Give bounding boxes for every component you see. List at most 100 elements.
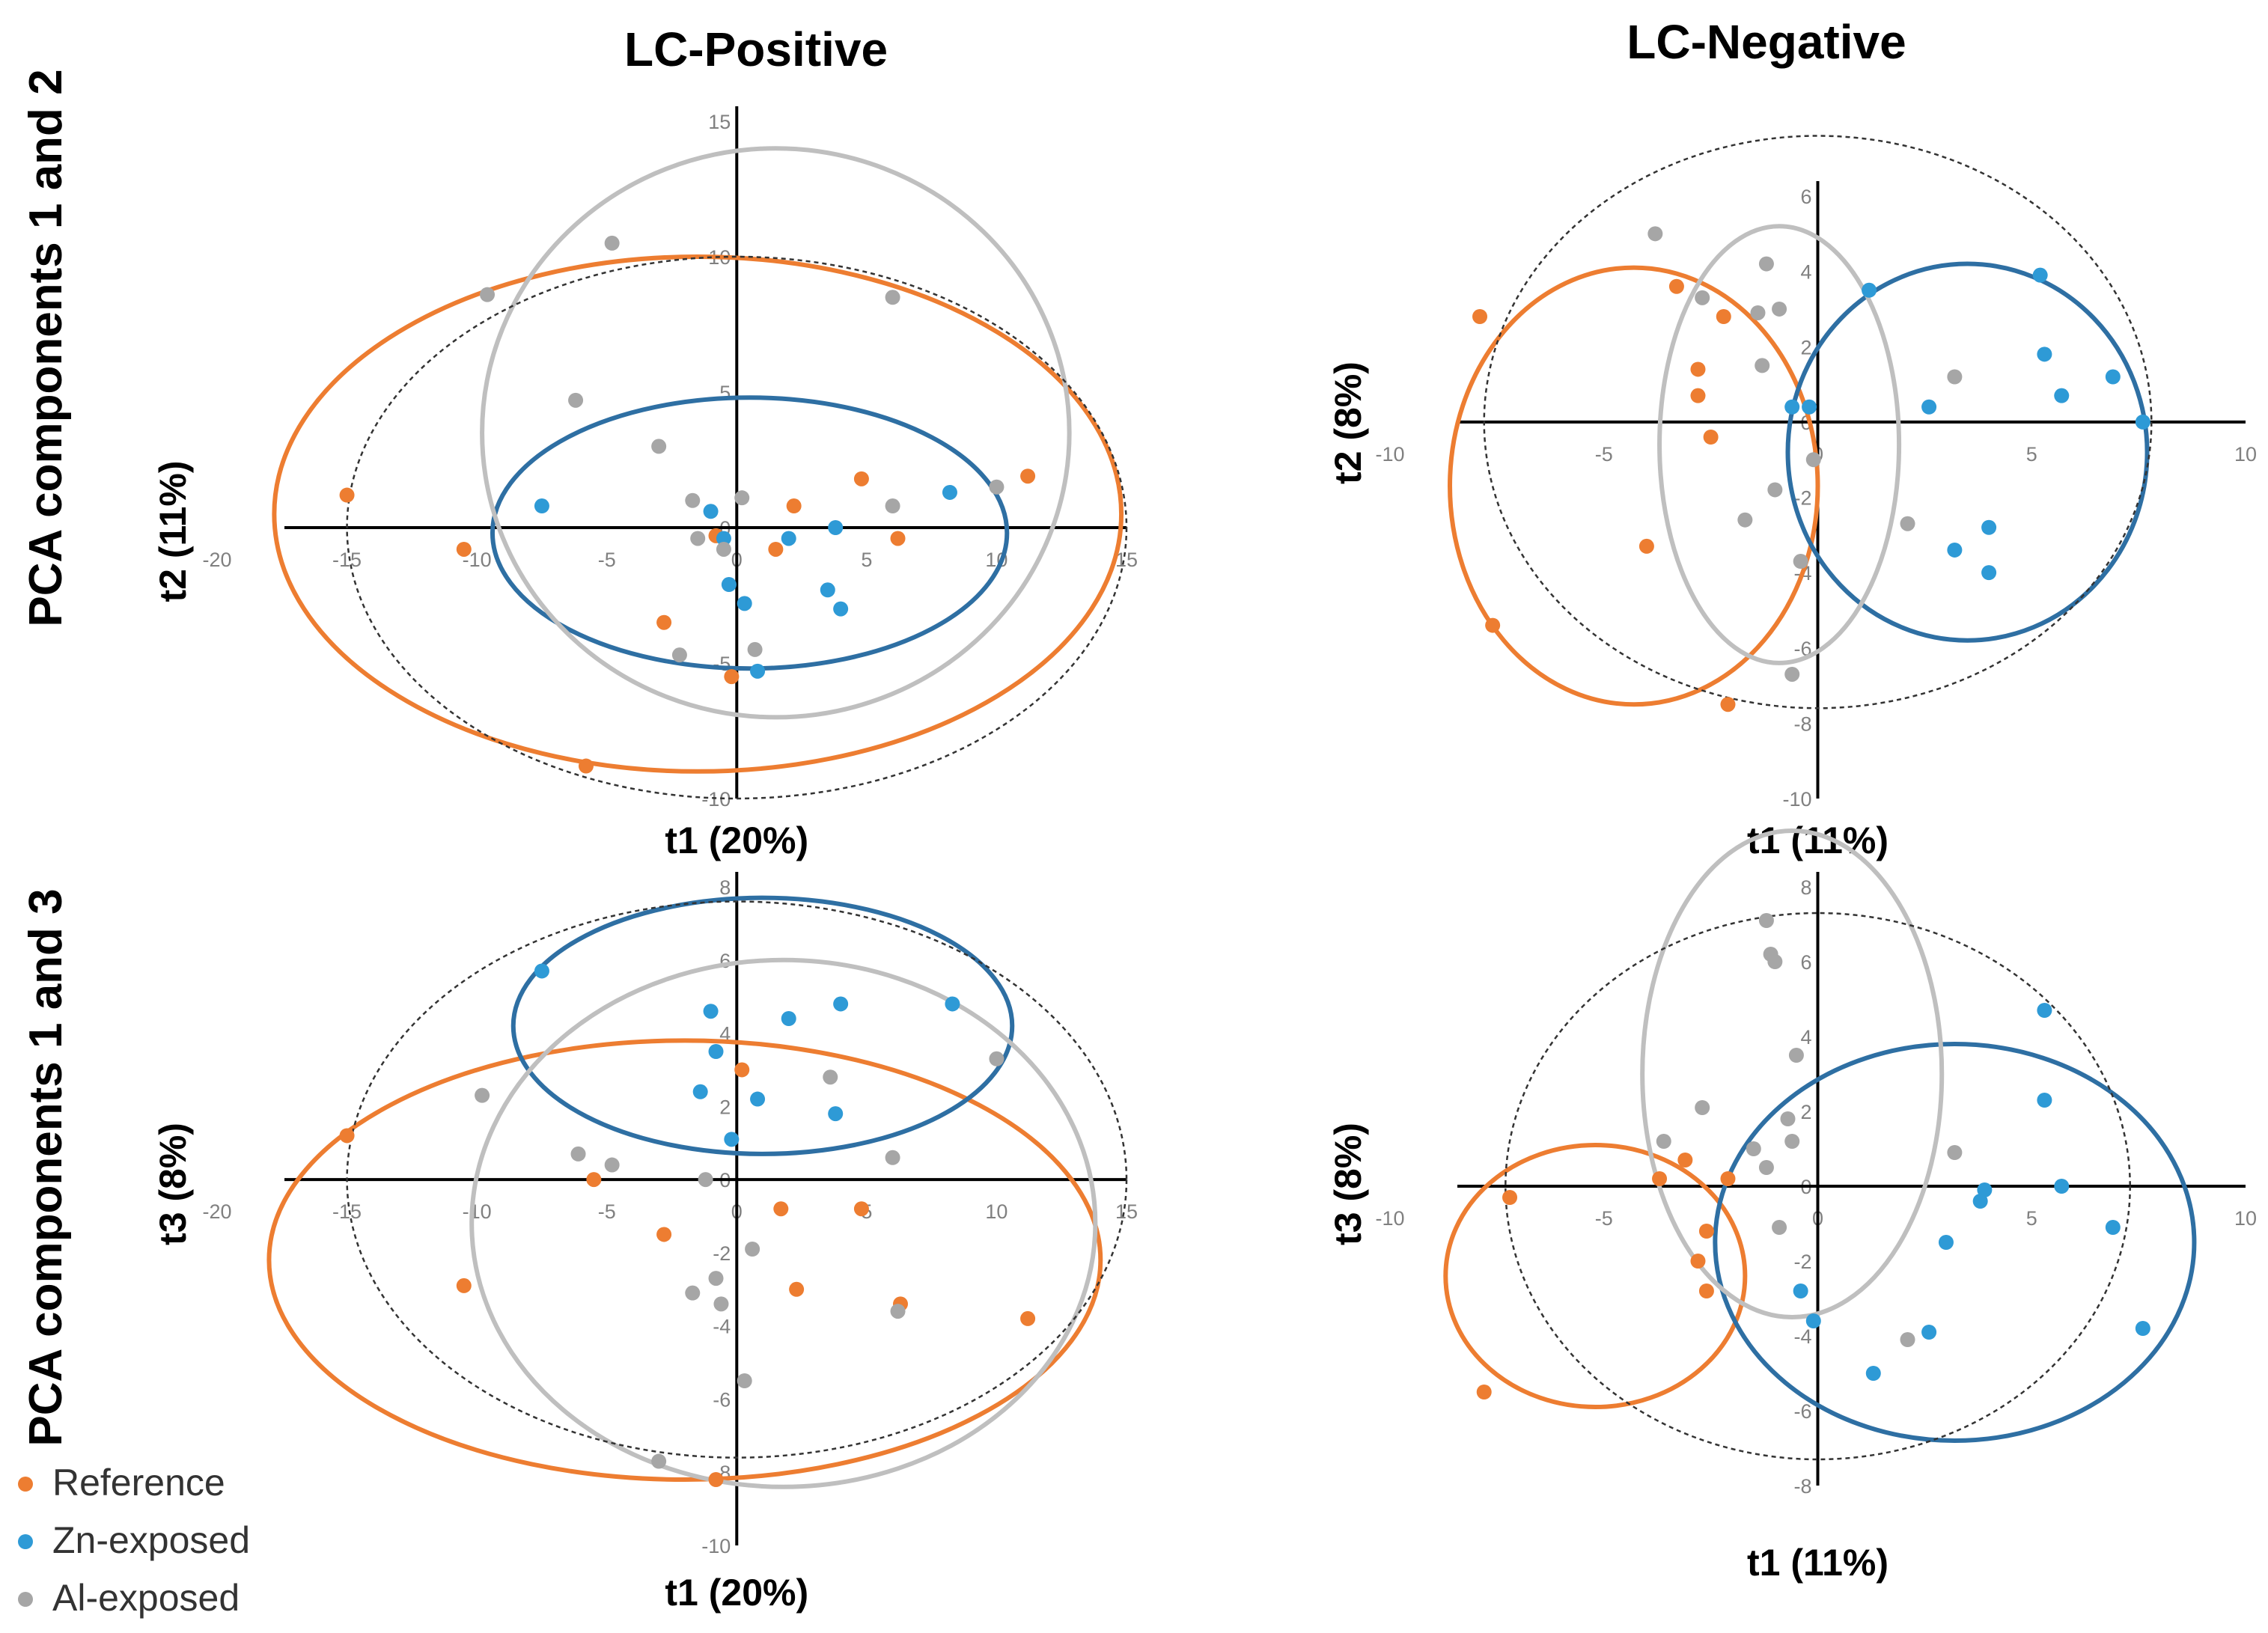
row-title-components-1-2: PCA components 1 and 2 (20, 69, 72, 626)
zn-exposed-ellipse (1785, 261, 2150, 643)
zn-exposed-point (1921, 1325, 1937, 1340)
al-exposed-point (989, 479, 1005, 495)
al-exposed-point (885, 498, 900, 514)
reference-point (853, 1201, 869, 1217)
zn-exposed-point (2135, 1321, 2150, 1336)
legend-label-reference: Reference (52, 1462, 225, 1504)
x-tick-label: -10 (1375, 1207, 1404, 1230)
al-exposed-point (1767, 954, 1783, 969)
reference-point (339, 1128, 355, 1144)
y-tick-label: -10 (701, 1535, 731, 1557)
al-exposed-point (747, 641, 763, 657)
reference-point (578, 758, 594, 774)
zn-exposed-point (833, 601, 849, 617)
scatter-panel-lc-negative-t1-t2: -10-50510-10-8-6-4-20246t1 (11%)t2 (8%) (1327, 135, 2257, 861)
al-exposed-point (604, 1157, 620, 1173)
x-axis-title: t1 (20%) (665, 1572, 808, 1614)
al-exposed-point (734, 490, 750, 506)
y-tick-label: 4 (1800, 1026, 1811, 1049)
reference-point (768, 541, 784, 557)
zn-exposed-point (2105, 369, 2121, 385)
zn-exposed-point (1981, 519, 1997, 535)
al-exposed-point (651, 1453, 667, 1469)
x-tick-label: 5 (861, 549, 872, 571)
y-axis-title: t2 (8%) (1327, 361, 1369, 484)
x-tick-label: -15 (332, 549, 362, 571)
y-tick-label: -4 (1793, 1325, 1811, 1348)
al-exposed-ellipse (469, 957, 1098, 1489)
reference-point (586, 1172, 602, 1188)
reference-point (890, 531, 906, 546)
zn-exposed-point (942, 484, 957, 500)
zn-exposed-point (781, 531, 796, 546)
al-exposed-point (1695, 1100, 1710, 1115)
zn-exposed-point (945, 996, 960, 1012)
reference-point (708, 1472, 724, 1487)
zn-exposed-point (1972, 1194, 1988, 1209)
x-tick-label: 15 (1115, 1200, 1138, 1223)
y-tick-label: -2 (1793, 1251, 1811, 1273)
al-exposed-point (685, 1285, 701, 1301)
x-axis-title: t1 (20%) (665, 819, 808, 861)
legend-marker-reference (18, 1477, 33, 1492)
al-exposed-point (1695, 290, 1710, 305)
reference-point (339, 487, 355, 503)
al-exposed-point (651, 439, 667, 454)
al-exposed-point (475, 1087, 490, 1103)
zn-exposed-point (820, 582, 835, 598)
zn-exposed-point (724, 1132, 740, 1147)
al-exposed-point (685, 492, 701, 508)
y-tick-label: -10 (701, 788, 731, 811)
al-exposed-point (570, 1146, 586, 1162)
reference-ellipse (1448, 265, 1820, 707)
zn-exposed-point (1921, 399, 1937, 415)
reference-point (1720, 697, 1736, 712)
x-tick-label: 10 (2234, 1207, 2257, 1230)
zn-exposed-ellipse (510, 895, 1015, 1156)
y-tick-label: -2 (713, 1242, 731, 1265)
y-tick-label: -6 (713, 1388, 731, 1411)
zn-exposed-point (1977, 1182, 1993, 1197)
al-exposed-point (1647, 226, 1663, 242)
zn-exposed-point (781, 1011, 796, 1026)
hotelling-ellipse (1505, 912, 2131, 1461)
y-axis-title: t3 (8%) (152, 1123, 194, 1245)
x-tick-label: -10 (463, 1200, 492, 1223)
reference-point (656, 614, 672, 630)
y-tick-label: -8 (1793, 712, 1811, 735)
reference-point (1716, 309, 1731, 324)
reference-point (1698, 1283, 1714, 1298)
reference-point (1698, 1224, 1714, 1239)
y-axis-title: t2 (11%) (152, 461, 194, 602)
al-exposed-point (1767, 482, 1783, 498)
y-tick-label: -8 (1793, 1475, 1811, 1498)
al-exposed-point (1805, 452, 1821, 468)
legend-marker-zn-exposed (18, 1534, 33, 1549)
x-tick-label: 15 (1115, 549, 1138, 571)
y-axis-title: t3 (8%) (1327, 1123, 1369, 1245)
x-tick-label: 5 (2026, 443, 2037, 466)
zn-exposed-point (737, 596, 752, 611)
scatter-panel-lc-positive-t1-t2: -20-15-10-5051015-10-5051015t1 (20%)t2 (… (152, 106, 1138, 861)
reference-point (1668, 278, 1684, 294)
reference-point (456, 1278, 472, 1293)
y-tick-label: -10 (1782, 788, 1811, 811)
reference-point (734, 1062, 750, 1078)
zn-exposed-point (2032, 267, 2048, 283)
reference-point (1690, 1254, 1706, 1269)
reference-ellipse (272, 254, 1124, 774)
x-tick-label: -5 (598, 549, 616, 571)
zn-exposed-point (750, 663, 766, 679)
reference-point (1476, 1385, 1492, 1400)
al-exposed-point (671, 647, 687, 663)
al-exposed-point (823, 1069, 838, 1085)
zn-exposed-point (2105, 1220, 2121, 1235)
hotelling-ellipse (346, 900, 1128, 1459)
x-tick-label: -5 (598, 1200, 616, 1223)
zn-exposed-point (708, 1044, 724, 1059)
legend-label-zn-exposed: Zn-exposed (52, 1519, 250, 1561)
reference-point (1720, 1171, 1736, 1186)
zn-exposed-ellipse (1713, 1042, 2197, 1443)
reference-point (773, 1201, 789, 1217)
